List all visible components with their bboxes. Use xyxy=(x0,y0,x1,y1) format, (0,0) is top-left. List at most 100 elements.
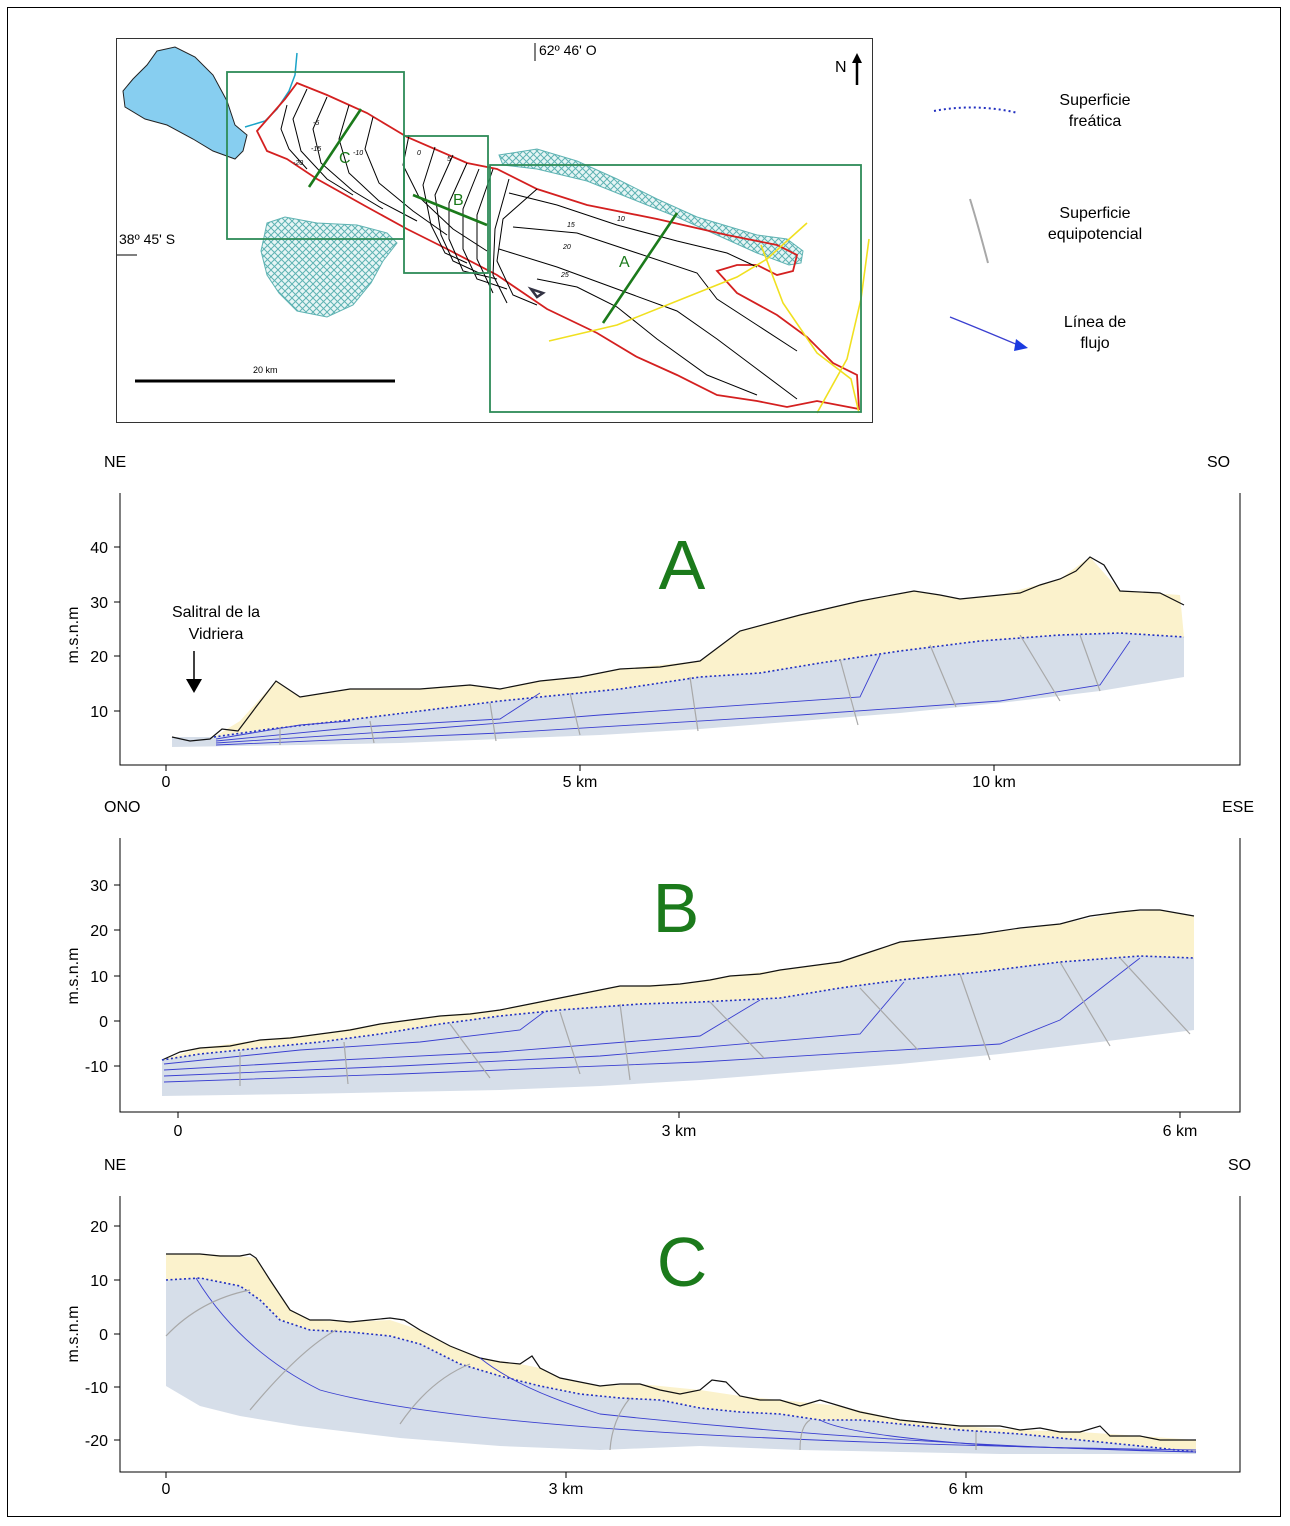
section-c-water-table xyxy=(165,1277,1197,1453)
flow-arrow-icon xyxy=(949,316,1019,346)
svg-text:-20: -20 xyxy=(85,1433,108,1450)
svg-text:20: 20 xyxy=(90,923,108,940)
section-b-xticks: 0 3 km 6 km xyxy=(174,1123,1198,1140)
svg-text:20: 20 xyxy=(90,649,108,666)
section-c-saturated-zone xyxy=(166,1278,1196,1454)
section-a-xticks: 0 5 km 10 km xyxy=(162,774,1016,791)
section-a-equipotentials xyxy=(279,634,1101,745)
location-map: -5 -10 -15 -20 0 5 10 15 20 25 xyxy=(116,38,873,423)
legend-item-flow-line: Línea de flujo xyxy=(1063,314,1127,352)
svg-text:6 km: 6 km xyxy=(1163,1123,1198,1140)
svg-text:10 km: 10 km xyxy=(972,774,1016,791)
svg-text:B: B xyxy=(453,192,464,209)
svg-text:3 km: 3 km xyxy=(662,1123,697,1140)
section-a-axes xyxy=(119,493,1241,766)
svg-text:0: 0 xyxy=(99,1327,108,1344)
section-c-right-label: SO xyxy=(1228,1157,1251,1174)
section-line-labels: C B A xyxy=(339,150,630,271)
section-c-xticks: 0 3 km 6 km xyxy=(162,1481,984,1498)
section-lines xyxy=(307,108,679,324)
section-a-ylabel: m.s.n.m xyxy=(65,607,82,664)
contour-value-labels: -5 -10 -15 -20 0 5 10 15 20 25 xyxy=(293,120,625,279)
section-a-yticks: 10 20 30 40 xyxy=(90,540,108,721)
section-b-yticks: -10 0 10 20 30 xyxy=(85,878,108,1076)
section-b-saturated-zone xyxy=(162,956,1194,1096)
roads xyxy=(548,222,870,414)
dotted-line-icon xyxy=(933,106,1019,114)
svg-text:25: 25 xyxy=(560,272,569,279)
section-b-topography xyxy=(161,909,1195,1061)
section-c-left-label: NE xyxy=(104,1157,126,1174)
section-b-axes xyxy=(119,838,1241,1113)
section-c-equipotentials xyxy=(165,1289,977,1451)
latitude-label: 38º 45' S xyxy=(119,231,176,247)
section-c-title: C xyxy=(657,1223,708,1301)
longitude-label: 62º 46' O xyxy=(539,42,597,58)
svg-text:-20: -20 xyxy=(293,160,303,167)
section-a-annotation-line2: Vidriera xyxy=(189,626,244,643)
section-c-flow-lines xyxy=(195,1277,1197,1453)
legend-item-equipotential: Superficie equipotencial xyxy=(1047,205,1143,243)
section-a-topography xyxy=(171,556,1185,742)
section-b-unsaturated-zone xyxy=(162,910,1194,1060)
svg-text:0: 0 xyxy=(417,150,421,157)
section-a-unsaturated-zone xyxy=(214,557,1184,737)
svg-text:0: 0 xyxy=(162,774,171,791)
section-b: ONO ESE -10 0 10 20 30 0 3 km 6 km m.s.n… xyxy=(65,799,1254,1140)
legend-item-water-table: Superficie freática xyxy=(1059,92,1131,130)
svg-text:0: 0 xyxy=(162,1481,171,1498)
svg-text:10: 10 xyxy=(90,704,108,721)
section-b-left-label: ONO xyxy=(104,799,140,816)
svg-text:3 km: 3 km xyxy=(549,1481,584,1498)
figure-frame xyxy=(7,7,1281,1517)
section-b-flow-lines xyxy=(163,957,1141,1083)
legend-symbols xyxy=(933,106,1028,351)
svg-text:C: C xyxy=(339,150,351,167)
map-drawing: -5 -10 -15 -20 0 5 10 15 20 25 xyxy=(117,43,870,414)
svg-text:10: 10 xyxy=(90,1273,108,1290)
section-a-flow-lines xyxy=(215,640,1131,746)
svg-text:20: 20 xyxy=(562,244,571,251)
svg-text:0: 0 xyxy=(174,1123,183,1140)
svg-text:-10: -10 xyxy=(85,1059,108,1076)
scale-label: 20 km xyxy=(253,365,278,375)
svg-text:-10: -10 xyxy=(353,150,363,157)
gray-curve-icon xyxy=(969,198,989,264)
svg-text:20: 20 xyxy=(90,1219,108,1236)
hatched-area-north xyxy=(498,148,804,266)
section-c-topography xyxy=(166,1253,1196,1441)
svg-text:-15: -15 xyxy=(311,146,321,153)
section-boxes xyxy=(226,71,862,413)
svg-text:30: 30 xyxy=(90,878,108,895)
section-b-right-label: ESE xyxy=(1222,799,1254,816)
section-b-ylabel: m.s.n.m xyxy=(65,948,82,1005)
svg-text:-10: -10 xyxy=(85,1380,108,1397)
hatched-area-south xyxy=(260,216,398,318)
contour-lines xyxy=(280,88,798,400)
section-a-water-table xyxy=(213,632,1185,738)
svg-text:15: 15 xyxy=(567,222,575,229)
svg-text:-5: -5 xyxy=(313,120,319,127)
svg-text:10: 10 xyxy=(90,969,108,986)
section-a-saturated-zone xyxy=(172,633,1184,747)
pond-marker xyxy=(527,286,546,299)
north-label: N xyxy=(835,59,847,76)
section-a-annotation-line1: Salitral de la xyxy=(172,604,260,621)
section-a-left-label: NE xyxy=(104,454,126,471)
lake xyxy=(122,46,248,160)
svg-text:0: 0 xyxy=(99,1014,108,1031)
section-a-title: A xyxy=(659,526,706,604)
svg-text:6 km: 6 km xyxy=(949,1481,984,1498)
svg-text:10: 10 xyxy=(617,216,625,223)
section-b-title: B xyxy=(653,869,700,947)
svg-text:5 km: 5 km xyxy=(563,774,598,791)
svg-text:40: 40 xyxy=(90,540,108,557)
svg-text:A: A xyxy=(619,254,630,271)
section-b-equipotentials xyxy=(239,957,1191,1086)
section-a-right-label: SO xyxy=(1207,454,1230,471)
section-a: NE SO 10 20 30 40 0 5 km 10 km m.s.n.m S… xyxy=(65,454,1241,791)
section-c-yticks: -20 -10 0 10 20 xyxy=(85,1219,108,1450)
svg-text:5: 5 xyxy=(447,156,451,163)
section-c: NE SO -20 -10 0 10 20 0 3 km 6 km m.s.n.… xyxy=(65,1157,1251,1498)
section-b-water-table xyxy=(161,955,1195,1061)
